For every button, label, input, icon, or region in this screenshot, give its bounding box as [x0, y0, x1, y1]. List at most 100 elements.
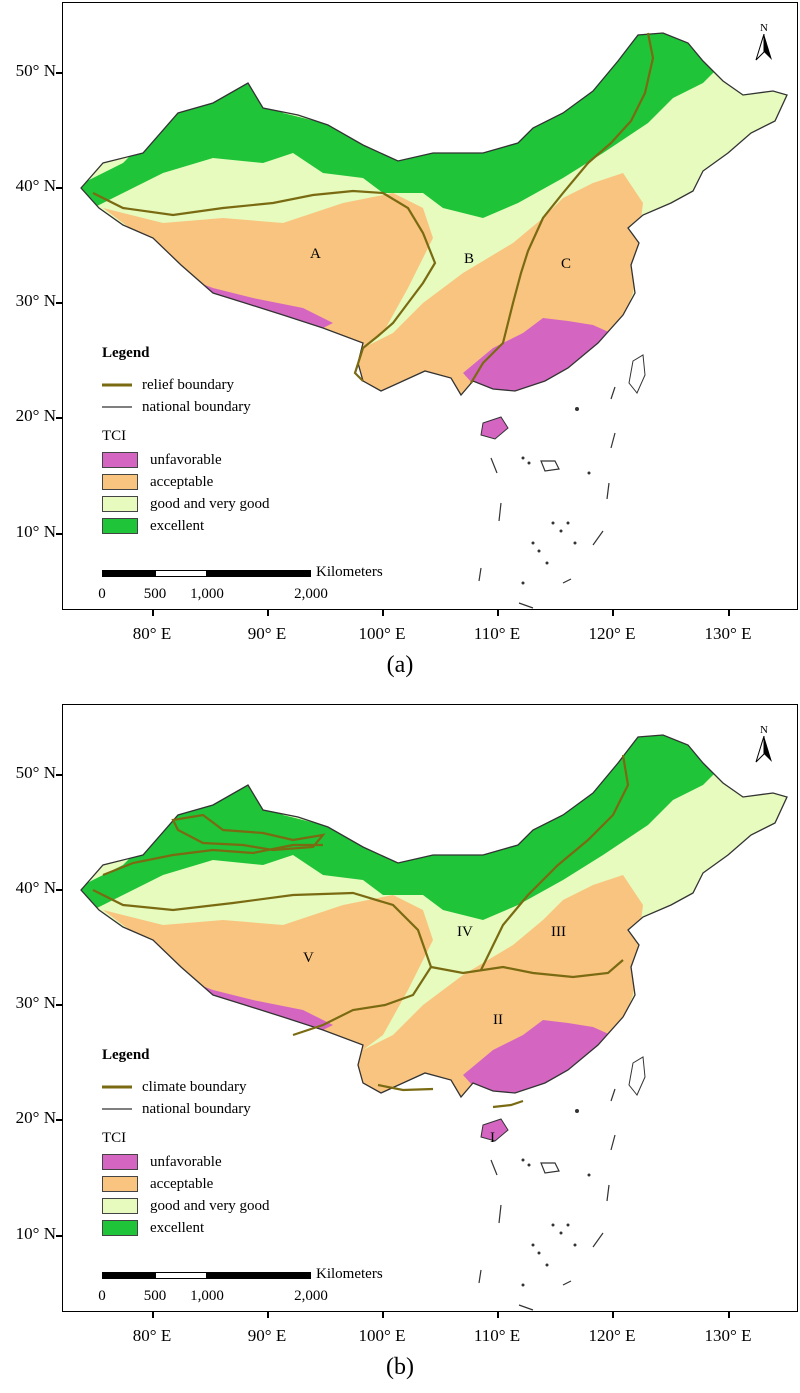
legend-item-national-boundary: national boundary: [102, 396, 332, 418]
legend-title: Legend: [102, 345, 150, 361]
lat-label: 30° N: [15, 993, 56, 1012]
figure-caption: (a): [386, 652, 414, 678]
climate-boundary-line: [102, 843, 323, 877]
region-label-i: I: [490, 1130, 495, 1146]
lat-tick: [56, 72, 62, 74]
legend-title: Legend: [102, 1047, 150, 1063]
tci-unfavorable-zone: [463, 318, 623, 395]
scale-label: 0: [98, 586, 106, 602]
legend-item-acceptable: acceptable: [102, 1173, 332, 1195]
scale-label: 1,000: [190, 1288, 224, 1304]
lon-label: 80° E: [132, 624, 172, 643]
legend-item-national-boundary: national boundary: [102, 1098, 332, 1120]
island-dots: [521, 1109, 591, 1287]
island-dots: [521, 407, 591, 585]
region-label-iv: IV: [457, 924, 473, 940]
lon-label: 80° E: [132, 1326, 172, 1345]
north-arrow: N: [752, 724, 776, 769]
legend-item-relief-boundary: relief boundary: [102, 374, 332, 396]
region-label-ii: II: [493, 1012, 503, 1028]
lat-label: 20° N: [15, 406, 56, 425]
lon-tick: [382, 610, 384, 616]
lon-tick: [152, 610, 154, 616]
swatch-good: [102, 1198, 138, 1214]
lon-label: 110° E: [473, 624, 521, 643]
map-legend: Legend climate boundary national boundar…: [102, 1047, 332, 1239]
climate-boundary-line: [92, 889, 433, 1037]
south-china-sea-islands: [478, 386, 616, 609]
legend-item-good: good and very good: [102, 1195, 332, 1217]
climate-boundary-line: [377, 1083, 434, 1092]
south-china-sea-islands: [478, 1088, 616, 1311]
scale-segment: [155, 570, 207, 577]
lat-tick: [56, 302, 62, 304]
lon-label: 90° E: [247, 624, 287, 643]
lon-tick: [612, 1312, 614, 1318]
lat-label: 10° N: [15, 522, 56, 541]
legend-label: acceptable: [150, 473, 214, 490]
tci-excellent-zone: [81, 33, 723, 218]
map-frame: [62, 2, 798, 610]
lon-label: 130° E: [704, 1326, 752, 1345]
lat-label: 30° N: [15, 291, 56, 310]
swatch-good: [102, 496, 138, 512]
lon-label: 120° E: [588, 624, 636, 643]
figure-caption: (b): [386, 1354, 414, 1380]
legend-item-climate-boundary: climate boundary: [102, 1076, 332, 1098]
hainan-island: [480, 1118, 509, 1142]
lat-tick: [56, 774, 62, 776]
climate-boundary: [92, 754, 630, 1109]
scale-segment: [207, 570, 311, 577]
lon-label: 100° E: [358, 1326, 406, 1345]
scale-label: 2,000: [294, 1288, 328, 1304]
map-frame: [62, 704, 798, 1312]
relief-boundary-symbol: [102, 383, 132, 387]
relief-boundary-line-bc: [470, 32, 655, 384]
north-label: N: [760, 724, 768, 736]
lat-tick: [56, 533, 62, 535]
swatch-unfavorable: [102, 452, 138, 468]
legend-item-acceptable: acceptable: [102, 471, 332, 493]
climate-boundary-symbol: [102, 1085, 132, 1089]
lat-label: 40° N: [15, 878, 56, 897]
climate-boundary-line: [430, 959, 624, 979]
map-panel-b: 50° N 40° N 30° N 20° N 10° N 80° E 90° …: [0, 702, 800, 1393]
lon-tick: [497, 1312, 499, 1318]
legend-item-good: good and very good: [102, 493, 332, 515]
lon-tick: [728, 1312, 730, 1318]
taiwan-outline: [628, 354, 646, 394]
lat-tick: [56, 417, 62, 419]
lat-label: 40° N: [15, 176, 56, 195]
hainan-island: [480, 416, 509, 440]
region-label-v: V: [303, 950, 314, 966]
climate-boundary-line: [171, 813, 326, 852]
scale-unit: Kilometers: [316, 1266, 383, 1282]
map-legend: Legend relief boundary national boundary…: [102, 345, 332, 537]
legend-label: acceptable: [150, 1175, 214, 1192]
lat-label: 50° N: [15, 61, 56, 80]
national-boundary-symbol: [102, 406, 132, 408]
climate-boundary-line: [480, 754, 630, 971]
scale-label: 500: [143, 1288, 167, 1304]
tci-unfavorable-zone: [463, 1020, 623, 1097]
north-arrow-icon: [755, 735, 772, 763]
lat-label: 50° N: [15, 763, 56, 782]
map-canvas: [80, 734, 788, 1311]
region-label-a: A: [310, 246, 321, 262]
legend-label: excellent: [150, 1219, 205, 1236]
lon-label: 120° E: [588, 1326, 636, 1345]
scale-label: 2,000: [294, 586, 328, 602]
legend-label: unfavorable: [150, 451, 222, 468]
swatch-acceptable: [102, 1176, 138, 1192]
lat-label: 20° N: [15, 1108, 56, 1127]
swatch-acceptable: [102, 474, 138, 490]
lat-tick: [56, 1119, 62, 1121]
lat-tick: [56, 1235, 62, 1237]
swatch-unfavorable: [102, 1154, 138, 1170]
legend-label: excellent: [150, 517, 205, 534]
region-label-c: C: [561, 256, 572, 272]
legend-label: unfavorable: [150, 1153, 222, 1170]
scale-segment: [207, 1272, 311, 1279]
taiwan-outline: [628, 1056, 646, 1096]
region-label-iii: III: [551, 924, 566, 940]
